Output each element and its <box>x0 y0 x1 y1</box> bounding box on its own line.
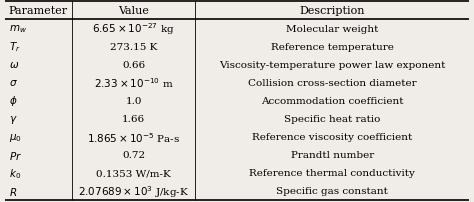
Text: $6.65 \times 10^{-27}$ kg: $6.65 \times 10^{-27}$ kg <box>92 21 175 37</box>
Text: 0.66: 0.66 <box>122 61 145 69</box>
Text: $m_w$: $m_w$ <box>9 23 27 35</box>
Text: 273.15 K: 273.15 K <box>110 43 157 52</box>
Text: Prandtl number: Prandtl number <box>291 150 374 159</box>
Text: 1.66: 1.66 <box>122 115 145 123</box>
Text: Description: Description <box>300 6 365 16</box>
Text: Viscosity-temperature power law exponent: Viscosity-temperature power law exponent <box>219 61 446 69</box>
Text: $\phi$: $\phi$ <box>9 94 17 108</box>
Text: Collision cross-section diameter: Collision cross-section diameter <box>248 79 417 87</box>
Text: Reference thermal conductivity: Reference thermal conductivity <box>249 168 415 178</box>
Text: Accommodation coefficient: Accommodation coefficient <box>261 97 403 105</box>
Text: $2.07689 \times 10^{3}$ J/kg-K: $2.07689 \times 10^{3}$ J/kg-K <box>78 183 189 199</box>
Text: $1.865 \times 10^{-5}$ Pa-s: $1.865 \times 10^{-5}$ Pa-s <box>87 130 180 144</box>
Text: Specific heat ratio: Specific heat ratio <box>284 115 381 123</box>
Text: Specific gas constant: Specific gas constant <box>276 186 388 196</box>
Text: $T_r$: $T_r$ <box>9 40 20 54</box>
Text: $\mu_0$: $\mu_0$ <box>9 131 21 143</box>
Text: Value: Value <box>118 6 149 16</box>
Text: Reference viscosity coefficient: Reference viscosity coefficient <box>252 133 412 141</box>
Text: 0.1353 W/m-K: 0.1353 W/m-K <box>96 168 171 178</box>
Text: $Pr$: $Pr$ <box>9 149 22 161</box>
Text: Parameter: Parameter <box>9 6 68 16</box>
Text: $2.33 \times 10^{-10}$ m: $2.33 \times 10^{-10}$ m <box>94 76 173 90</box>
Text: $\omega$: $\omega$ <box>9 60 19 70</box>
Text: 1.0: 1.0 <box>126 97 142 105</box>
Text: Molecular weight: Molecular weight <box>286 24 378 34</box>
Text: Reference temperature: Reference temperature <box>271 43 394 52</box>
Text: $\gamma$: $\gamma$ <box>9 113 17 125</box>
Text: $\sigma$: $\sigma$ <box>9 78 18 88</box>
Text: $k_0$: $k_0$ <box>9 166 21 180</box>
Text: 0.72: 0.72 <box>122 150 145 159</box>
Text: $R$: $R$ <box>9 185 17 197</box>
